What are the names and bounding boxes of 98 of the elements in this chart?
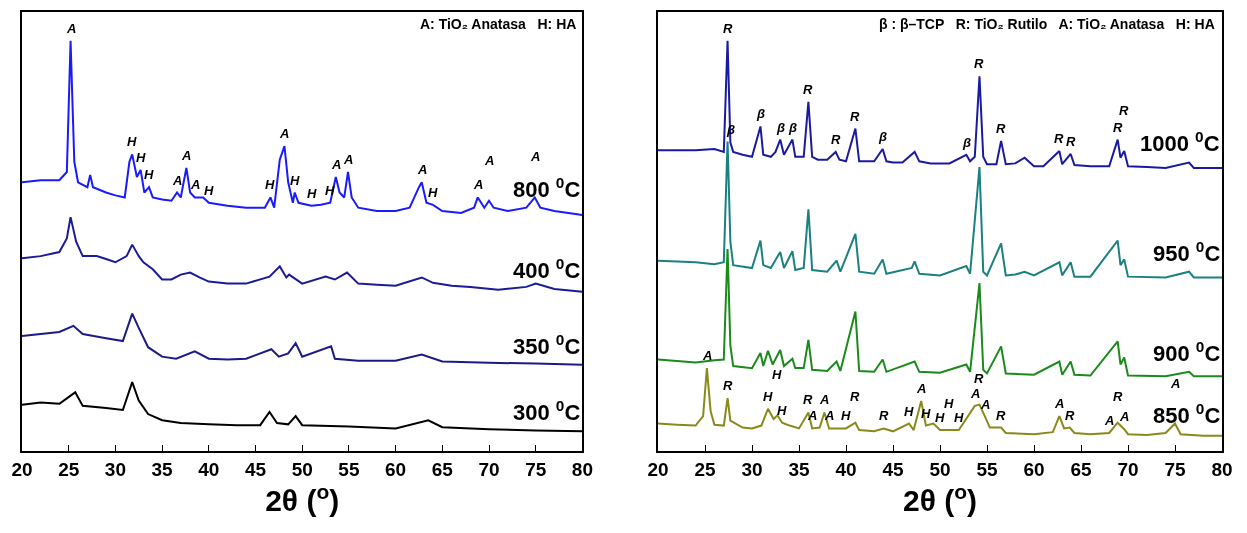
annotation: A bbox=[172, 173, 183, 188]
x-tick-label: 40 bbox=[198, 458, 220, 480]
annotation: H bbox=[763, 389, 773, 404]
annotation: β bbox=[878, 129, 888, 144]
x-tick-label: 65 bbox=[431, 458, 454, 480]
x-tick-label: 35 bbox=[151, 458, 174, 480]
x-tick-label: 25 bbox=[694, 458, 716, 480]
annotation: A bbox=[190, 177, 201, 192]
annotation: H bbox=[904, 404, 914, 419]
annotation: A bbox=[916, 381, 927, 396]
text: β : β–TCP R: TiO₂ Rutilo A: TiO₂ Anatasa H: HA bbox=[879, 16, 1215, 32]
annotation: R bbox=[879, 408, 889, 423]
x-axis-title: 2θ ($^{o}$) bbox=[902, 479, 978, 518]
annotation: A bbox=[473, 177, 484, 192]
annotation: A bbox=[484, 153, 495, 168]
x-tick-label: 65 bbox=[1070, 458, 1092, 480]
x-tick-label: 70 bbox=[478, 458, 500, 480]
x-tick-label: 45 bbox=[882, 458, 904, 480]
x-tick-label: 20 bbox=[647, 458, 669, 480]
annotation: A bbox=[530, 149, 541, 164]
x-tick-label: 75 bbox=[525, 458, 547, 480]
annotation: R bbox=[1113, 120, 1123, 135]
annotation: H bbox=[144, 167, 154, 182]
series-label: 950 $^{0}$C bbox=[1153, 238, 1221, 267]
annotation: A bbox=[980, 397, 991, 412]
annotation: β bbox=[776, 120, 786, 135]
annotation: R bbox=[1113, 389, 1123, 404]
x-tick-label: 40 bbox=[835, 458, 857, 480]
series-label: 900 $^{0}$C bbox=[1153, 338, 1221, 367]
series-label: 1000 $^{0}$C bbox=[1140, 128, 1220, 157]
annotation: β bbox=[788, 120, 798, 135]
x-tick-label: 25 bbox=[58, 458, 80, 480]
annotation: A bbox=[279, 126, 290, 141]
annotation: H bbox=[944, 396, 954, 411]
annotation: A bbox=[702, 348, 713, 363]
annotation: R bbox=[723, 378, 733, 393]
x-tick-label: 55 bbox=[338, 458, 360, 480]
annotation: R bbox=[723, 21, 733, 36]
annotation: H bbox=[265, 177, 275, 192]
annotation: β bbox=[962, 135, 972, 150]
annotation: H bbox=[777, 403, 787, 418]
x-tick-label: 50 bbox=[929, 458, 951, 480]
x-tick-label: 55 bbox=[976, 458, 998, 480]
x-axis-title: 2θ ($^{o}$) bbox=[265, 479, 340, 518]
x-tick-label: 30 bbox=[741, 458, 763, 480]
annotation: H bbox=[136, 150, 146, 165]
x-tick-label: 60 bbox=[385, 458, 407, 480]
annotation: A bbox=[66, 21, 77, 36]
annotation: R bbox=[1054, 131, 1064, 146]
text: A: TiO₂ Anatasa H: HA bbox=[420, 16, 577, 32]
annotation: H bbox=[935, 410, 945, 425]
series-label: 400 $^{0}$C bbox=[513, 255, 581, 284]
x-tick-label: 75 bbox=[1164, 458, 1186, 480]
annotation: A bbox=[181, 148, 192, 163]
series-label: 350 $^{0}$C bbox=[513, 331, 581, 360]
annotation: A bbox=[343, 152, 354, 167]
annotation: A bbox=[417, 162, 428, 177]
annotation: A bbox=[1170, 376, 1181, 391]
x-tick-label: 30 bbox=[104, 458, 126, 480]
annotation: H bbox=[841, 408, 851, 423]
x-tick-label: 20 bbox=[11, 458, 33, 480]
annotation: R bbox=[803, 392, 813, 407]
annotation: β bbox=[756, 106, 766, 121]
x-tick-label: 80 bbox=[571, 458, 593, 480]
annotation: R bbox=[803, 82, 813, 97]
x-tick-label: 60 bbox=[1023, 458, 1045, 480]
annotation: H bbox=[954, 410, 964, 425]
annotation: H bbox=[290, 173, 300, 188]
x-tick-label: 70 bbox=[1117, 458, 1139, 480]
annotation: R bbox=[1119, 103, 1129, 118]
annotation: H bbox=[428, 185, 438, 200]
annotation: H bbox=[204, 183, 214, 198]
annotation: H bbox=[127, 134, 137, 149]
annotation: A bbox=[1119, 409, 1130, 424]
annotation: H bbox=[307, 186, 317, 201]
annotation: R bbox=[996, 121, 1006, 136]
x-tick-label: 45 bbox=[244, 458, 267, 480]
annotation: R bbox=[996, 408, 1006, 423]
annotation: R bbox=[1066, 134, 1076, 149]
annotation: A bbox=[819, 392, 830, 407]
annotation: R bbox=[974, 371, 984, 386]
series-label: 300 $^{0}$C bbox=[513, 397, 581, 426]
annotation: A bbox=[1054, 396, 1065, 411]
x-tick-label: 80 bbox=[1211, 458, 1233, 480]
annotation: R bbox=[831, 132, 841, 147]
annotation: H bbox=[772, 367, 782, 382]
annotation: R bbox=[850, 109, 860, 124]
annotation: A bbox=[824, 408, 835, 423]
annotation: R bbox=[850, 389, 860, 404]
x-tick-label: 50 bbox=[291, 458, 313, 480]
annotation: A bbox=[1104, 413, 1115, 428]
annotation: R bbox=[974, 56, 984, 71]
series-label: 850 $^{0}$C bbox=[1153, 400, 1221, 429]
annotation: R bbox=[1065, 408, 1075, 423]
annotation: A bbox=[331, 157, 342, 172]
series-label: 800 $^{0}$C bbox=[513, 174, 581, 203]
x-tick-label: 35 bbox=[788, 458, 810, 480]
annotation: A bbox=[970, 386, 981, 401]
